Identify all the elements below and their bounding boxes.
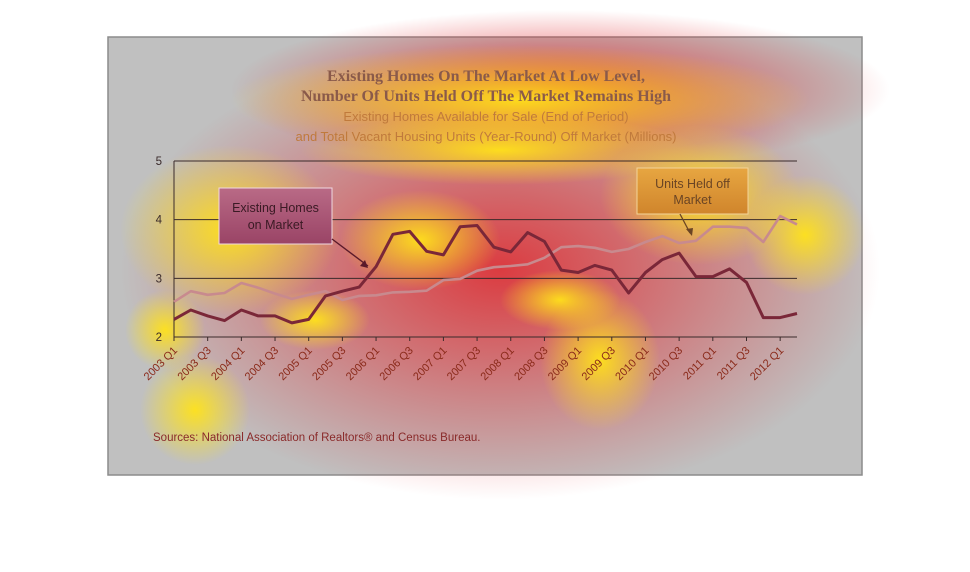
chart-subtitle-line-2: and Total Vacant Housing Units (Year-Rou… — [295, 129, 676, 144]
annotation-existing-homes-arrow — [331, 238, 369, 267]
y-tick-label: 2 — [156, 332, 162, 344]
annotation-existing-homes-line-1: Existing Homes — [232, 201, 319, 215]
y-tick-label: 4 — [156, 215, 163, 227]
grid-lines — [173, 160, 797, 338]
source-note: Sources: National Association of Realtor… — [153, 432, 480, 444]
annotation-existing-homes-box — [218, 187, 333, 245]
annotation-units-held-off: Units Held off Market — [636, 167, 749, 236]
series-line-existing-homes — [173, 224, 798, 325]
series-lines — [173, 214, 798, 325]
annotation-units-held-off-arrowhead — [686, 228, 693, 236]
annotation-existing-homes: Existing Homes on Market — [218, 187, 369, 268]
chart-title-line-1: Existing Homes On The Market At Low Leve… — [327, 68, 645, 85]
y-axis-ticks: 2 3 4 5 — [156, 156, 163, 344]
series-line-units-held-off — [173, 214, 798, 303]
annotation-existing-homes-line-2: on Market — [248, 218, 304, 232]
annotation-existing-homes-arrowhead — [360, 260, 368, 268]
annotation-units-held-off-line-2: Market — [673, 193, 712, 207]
y-tick-label: 5 — [156, 156, 162, 168]
annotation-units-held-off-line-1: Units Held off — [655, 177, 730, 191]
y-tick-label: 3 — [156, 273, 162, 285]
chart-subtitle-line-1: Existing Homes Available for Sale (End o… — [343, 109, 628, 124]
annotation-units-held-off-box — [636, 167, 749, 215]
chart-title-line-2: Number Of Units Held Off The Market Rema… — [301, 88, 671, 105]
